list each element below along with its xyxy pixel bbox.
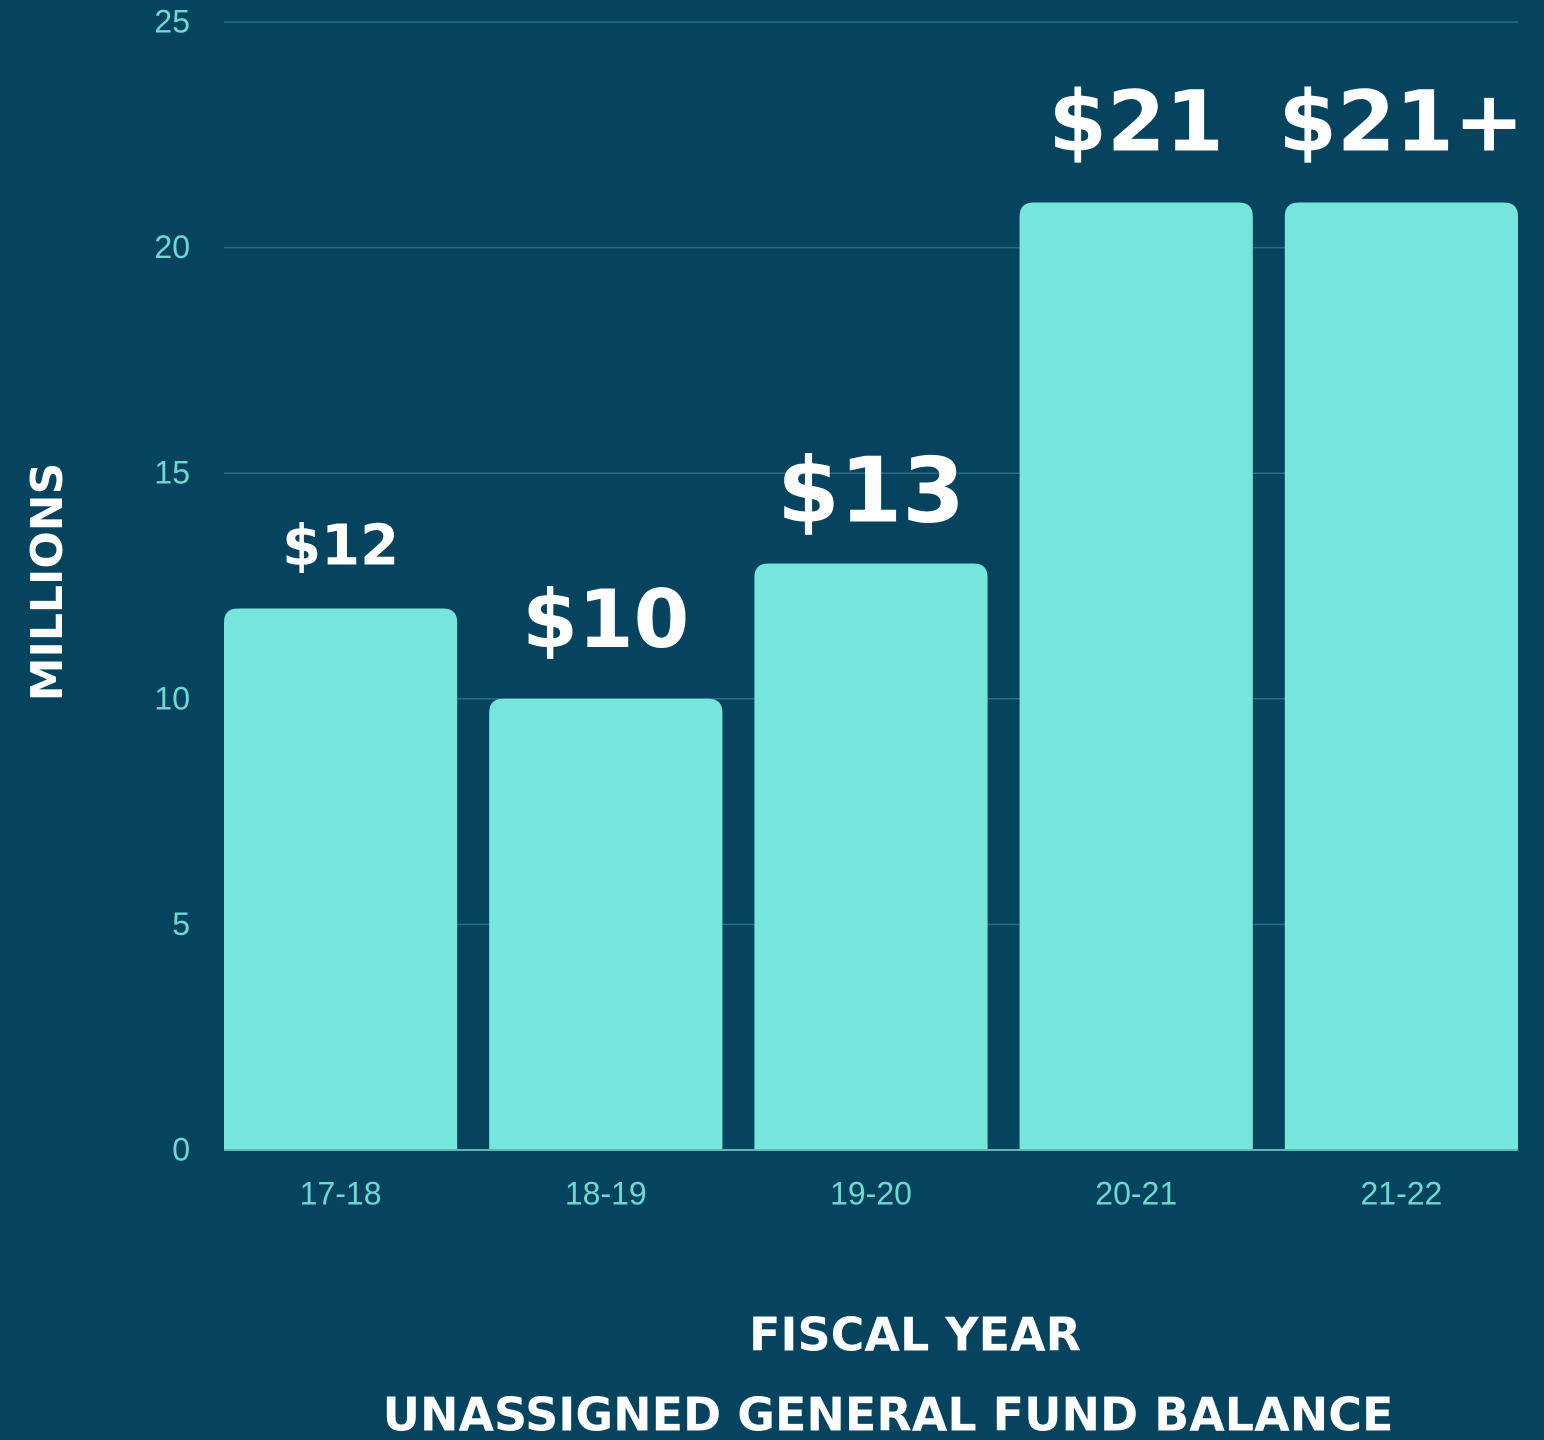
- y-tick-label: 5: [172, 906, 190, 942]
- bar: [489, 698, 723, 1150]
- bar: [224, 608, 458, 1150]
- x-tick-label: 20-21: [1095, 1175, 1177, 1211]
- value-label: $21+: [1279, 72, 1525, 170]
- x-tick-label: 19-20: [830, 1175, 912, 1211]
- y-tick-label: 10: [154, 680, 190, 716]
- value-label: $10: [522, 573, 689, 666]
- chart-title: UNASSIGNED GENERAL FUND BALANCE: [383, 1388, 1394, 1440]
- x-tick-label: 18-19: [565, 1175, 647, 1211]
- y-axis-label: MILLIONS: [22, 463, 73, 702]
- y-tick-label: 20: [154, 229, 190, 265]
- y-tick-label: 15: [154, 455, 190, 491]
- value-label: $21: [1049, 72, 1224, 170]
- y-tick-label: 0: [172, 1131, 190, 1167]
- value-label: $13: [777, 438, 965, 543]
- y-tick-label: 25: [154, 3, 190, 39]
- bar: [1284, 202, 1518, 1151]
- x-tick-label: 21-22: [1360, 1175, 1442, 1211]
- bar: [754, 563, 988, 1150]
- value-label: $12: [282, 514, 399, 579]
- bar: [1019, 202, 1253, 1151]
- x-axis-label: FISCAL YEAR: [749, 1308, 1081, 1362]
- x-tick-label: 17-18: [300, 1175, 382, 1211]
